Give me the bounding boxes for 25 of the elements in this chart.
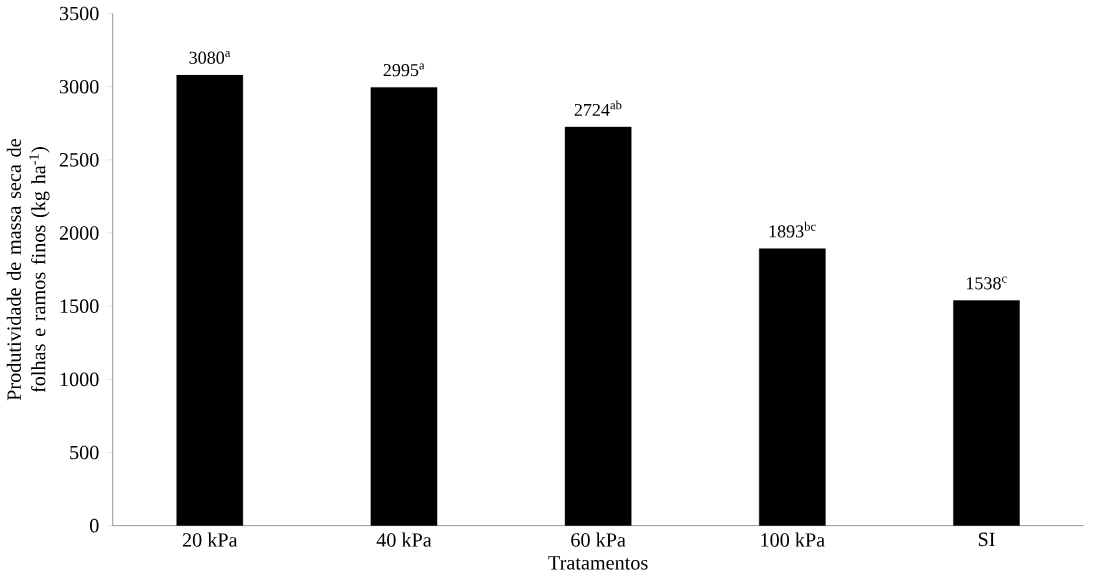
- bar: [176, 74, 244, 526]
- bar: [953, 300, 1020, 526]
- y-tick-label: 0: [90, 518, 99, 533]
- x-tick-label: 60 kPa: [571, 532, 626, 547]
- data-label: 2995$^{a}$: [383, 63, 425, 77]
- y-tick-label: 500: [70, 445, 99, 460]
- x-tick-label: SI: [978, 532, 995, 547]
- x-axis-title: Tratamentos: [548, 556, 648, 570]
- y-tick-label: 2000: [59, 226, 99, 240]
- y-tick-label: 3000: [59, 80, 99, 94]
- bar: [759, 248, 826, 526]
- y-axis-title: Produtividade de massa seca de folhas e ramos finos (kg ha$^{-1}$): [6, 139, 50, 401]
- y-tick-label: 3500: [59, 6, 99, 21]
- y-tick-label: 2500: [59, 153, 99, 167]
- x-tick-label: 20 kPa: [182, 532, 238, 547]
- y-tick-label: 1000: [60, 372, 99, 387]
- data-label: 1538$^{c}$: [966, 276, 1007, 290]
- bar: [370, 87, 438, 526]
- x-tick-label: 100 kPa: [761, 532, 825, 547]
- x-tick-label: 40 kPa: [376, 532, 432, 547]
- data-label: 2724$^{ab}$: [574, 100, 622, 116]
- data-label: 3080$^{a}$: [189, 51, 231, 64]
- bar: [564, 126, 632, 526]
- data-label: 1893$^{bc}$: [769, 221, 816, 238]
- y-tick-label: 1500: [60, 299, 99, 314]
